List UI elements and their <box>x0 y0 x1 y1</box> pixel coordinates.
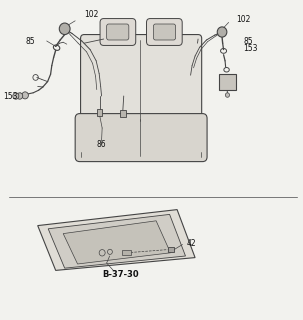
Circle shape <box>17 93 23 99</box>
FancyBboxPatch shape <box>75 114 207 162</box>
Text: 153: 153 <box>243 44 258 53</box>
Circle shape <box>59 23 70 35</box>
Text: 85: 85 <box>26 37 36 46</box>
FancyBboxPatch shape <box>153 24 176 40</box>
Polygon shape <box>48 214 185 268</box>
Circle shape <box>22 92 28 99</box>
FancyBboxPatch shape <box>147 19 182 45</box>
Polygon shape <box>63 221 171 264</box>
Circle shape <box>225 93 230 97</box>
Text: B-37-30: B-37-30 <box>102 270 138 279</box>
FancyBboxPatch shape <box>81 35 202 125</box>
FancyBboxPatch shape <box>120 110 125 117</box>
Text: 42: 42 <box>187 239 196 248</box>
Circle shape <box>217 27 227 37</box>
Polygon shape <box>38 210 195 270</box>
FancyBboxPatch shape <box>100 19 136 45</box>
FancyBboxPatch shape <box>168 247 174 252</box>
FancyBboxPatch shape <box>107 24 129 40</box>
FancyBboxPatch shape <box>219 74 235 90</box>
FancyBboxPatch shape <box>97 109 102 116</box>
Circle shape <box>13 93 19 99</box>
Text: 102: 102 <box>236 15 251 24</box>
Text: 85: 85 <box>243 37 253 46</box>
Text: 153: 153 <box>3 92 18 100</box>
Text: 86: 86 <box>97 140 106 149</box>
FancyBboxPatch shape <box>122 250 131 255</box>
Text: 102: 102 <box>84 10 98 19</box>
